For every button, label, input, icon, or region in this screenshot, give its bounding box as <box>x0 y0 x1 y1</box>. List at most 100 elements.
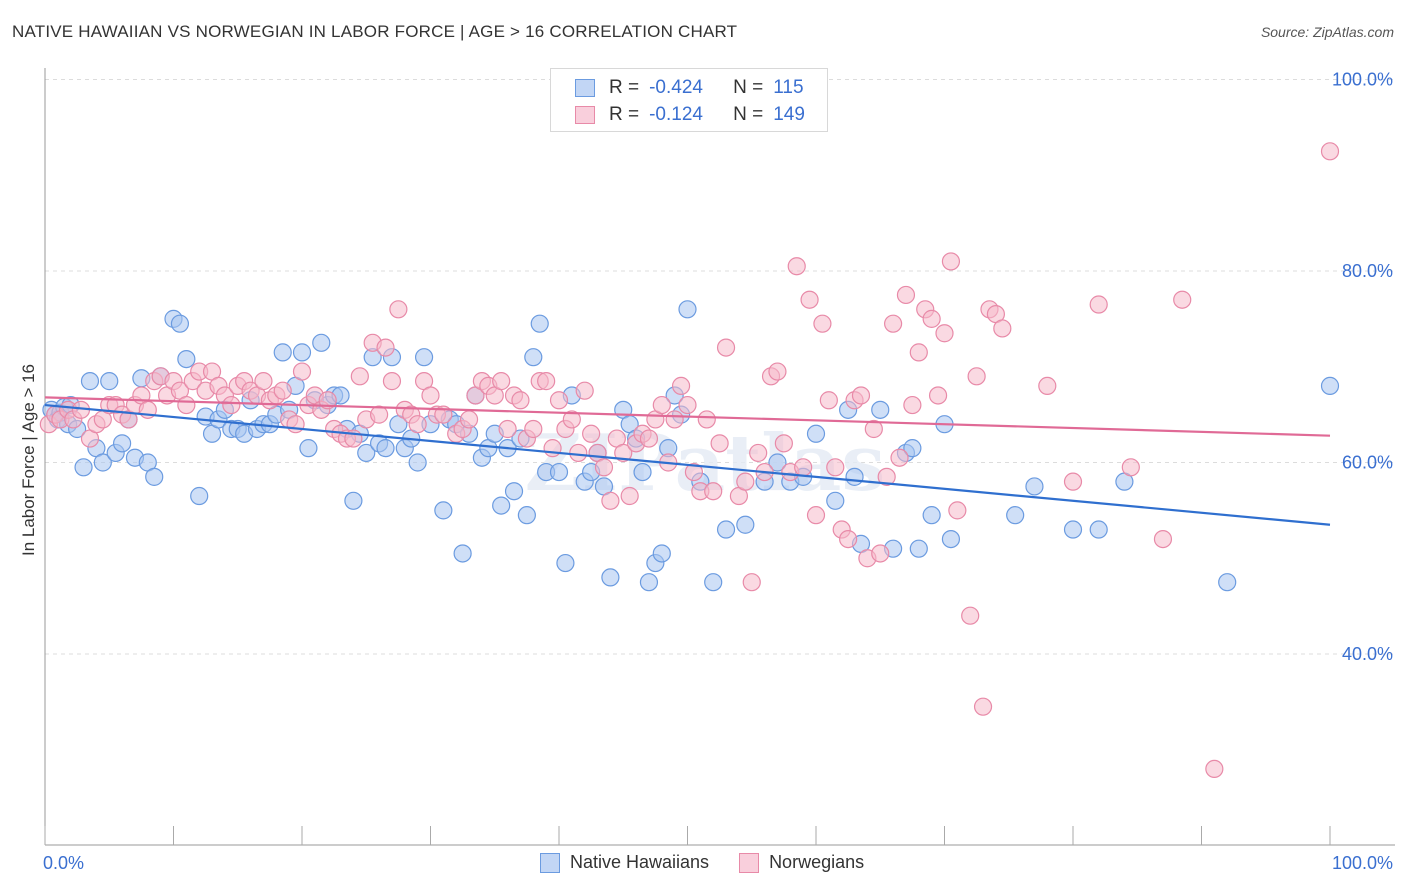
legend-r-label: R = <box>609 104 640 125</box>
y-tick-label: 40.0% <box>1342 644 1393 664</box>
norwegian-point <box>318 391 337 410</box>
native-hawaiian-point <box>357 443 376 463</box>
norwegian-point <box>774 434 793 453</box>
native-hawaiian-point <box>903 439 922 458</box>
norwegian-point <box>1089 295 1108 314</box>
norwegian-point <box>684 462 704 482</box>
norwegian-point <box>492 372 511 391</box>
norwegian-point <box>1121 458 1140 477</box>
native-hawaiian-point <box>826 491 845 510</box>
y-tick-label: 80.0% <box>1342 261 1393 281</box>
native-hawaiian-point <box>556 553 575 573</box>
norwegian-point <box>620 486 639 506</box>
norwegian-point <box>1173 290 1192 309</box>
native-hawaiian-point <box>704 573 723 592</box>
native-hawaiian-point <box>177 349 196 369</box>
norwegian-point <box>524 419 543 439</box>
native-hawaiian-point <box>1218 573 1237 592</box>
norwegian-point <box>961 606 980 625</box>
norwegian-point <box>973 697 993 716</box>
norwegian-point <box>742 573 761 592</box>
norwegian-point <box>716 338 736 357</box>
native-hawaiian-point <box>601 568 620 587</box>
native-hawaiian-point <box>652 544 671 563</box>
native-hawaiian-point <box>170 314 190 333</box>
series-legend: Native Hawaiians Norwegians <box>540 852 894 873</box>
legend-row-native-hawaiians: R = -0.424 N = 115 <box>575 76 804 100</box>
norwegian-point <box>1205 759 1224 779</box>
native-hawaiian-point <box>517 506 536 525</box>
native-hawaiian-point <box>716 520 736 539</box>
norwegian-point <box>710 434 729 453</box>
norwegian-point <box>601 491 620 510</box>
native-hawaiian-point <box>74 458 93 477</box>
norwegian-point <box>768 362 787 381</box>
legend-n-value: 149 <box>773 104 805 125</box>
norwegian-point <box>498 419 517 439</box>
norwegian-point <box>806 506 826 525</box>
x-tick-label: 0.0% <box>43 853 84 873</box>
norwegian-point <box>909 343 928 362</box>
native-hawaiian-point <box>845 467 864 486</box>
norwegian-point <box>967 367 986 386</box>
norwegian-point <box>871 544 890 563</box>
norwegian-point <box>614 443 633 463</box>
native-hawaiian-point <box>1089 520 1108 539</box>
norwegian-point <box>896 285 916 305</box>
native-hawaiian-point <box>941 529 961 549</box>
native-hawaiian-point <box>530 314 549 333</box>
source-credit: Source: ZipAtlas.com <box>1260 24 1394 40</box>
legend-n-label: N = <box>733 104 764 125</box>
norwegian-point <box>697 410 716 429</box>
native-hawaiian-point <box>549 462 569 482</box>
legend-n-label: N = <box>733 77 764 98</box>
native-hawaiian-point <box>1025 477 1044 496</box>
norwegian-point <box>787 257 806 276</box>
norwegian-point <box>839 529 858 549</box>
legend-row-norwegians: R = -0.124 N = 149 <box>575 103 805 127</box>
norwegian-point <box>594 458 614 477</box>
series-legend-native-hawaiians: Native Hawaiians <box>540 852 709 873</box>
norwegian-point <box>1153 529 1173 549</box>
y-tick-label: 100.0% <box>1332 70 1393 90</box>
norwegian-point <box>459 410 479 429</box>
native-hawaiian-point <box>273 343 292 362</box>
norwegian-point <box>389 300 408 319</box>
legend-r-label: R = <box>609 77 640 98</box>
legend-swatch-blue <box>575 79 595 97</box>
native-hawaiian-point <box>633 462 652 482</box>
native-hawaiian-point <box>80 372 100 391</box>
norwegian-point <box>421 386 440 405</box>
native-hawaiian-point <box>1006 506 1025 525</box>
native-hawaiian-point <box>806 424 826 443</box>
norwegian-point <box>376 338 395 357</box>
native-hawaiian-point <box>909 539 928 558</box>
series-swatch-blue <box>540 852 560 873</box>
norwegian-point <box>890 448 909 467</box>
native-hawaiian-point <box>145 467 164 486</box>
series-label: Native Hawaiians <box>570 852 710 872</box>
norwegian-point <box>549 391 569 410</box>
norwegian-point <box>903 395 922 415</box>
norwegian-point <box>537 372 556 391</box>
series-swatch-pink <box>739 852 760 873</box>
norwegian-point <box>877 467 896 486</box>
native-hawaiian-point <box>678 300 697 319</box>
norwegian-point <box>736 472 755 491</box>
norwegian-point <box>851 386 871 405</box>
norwegian-point <box>562 410 581 429</box>
native-hawaiian-point <box>190 486 209 506</box>
norwegian-point <box>408 415 427 434</box>
native-hawaiian-point <box>434 501 453 520</box>
norwegian-point <box>813 314 832 333</box>
norwegian-point <box>292 362 312 381</box>
norwegian-point <box>883 314 903 333</box>
native-hawaiian-point <box>736 515 755 534</box>
native-hawaiian-point <box>299 439 318 458</box>
norwegian-point <box>639 429 659 448</box>
norwegian-point <box>948 501 967 520</box>
native-hawaiian-point <box>376 439 395 458</box>
norwegian-point <box>273 381 292 400</box>
series-legend-norwegians: Norwegians <box>739 852 864 873</box>
legend-swatch-pink <box>575 106 595 124</box>
